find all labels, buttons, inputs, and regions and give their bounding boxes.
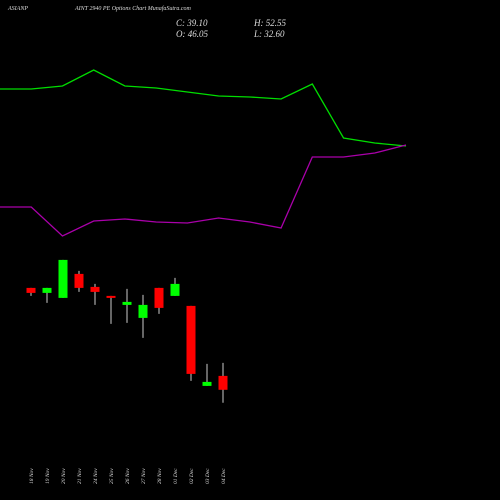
candle-body [218, 375, 228, 390]
x-tick-label: 01 Dec [173, 468, 179, 484]
high-label: H: 52.55 [253, 18, 286, 28]
x-tick-label: 04 Dec [220, 468, 227, 484]
candle-body [122, 301, 132, 305]
candle-body [42, 287, 52, 293]
x-tick-label: 03 Dec [205, 468, 211, 484]
x-tick-label: 20 Nov [61, 468, 67, 484]
close-label: C: 39.10 [176, 18, 208, 28]
candle-body [90, 286, 100, 292]
chart-title: AINT 2940 PE Options Chart MunafaSutra.c… [74, 5, 192, 12]
open-label: O: 46.05 [176, 29, 208, 39]
x-tick-label: 26 Nov [125, 468, 131, 484]
x-tick-label: 21 Nov [77, 468, 83, 484]
x-tick-label: 02 Dec [189, 468, 195, 484]
x-tick-label: 18 Nov [29, 468, 35, 484]
candle-body [154, 287, 164, 308]
indicator-line [0, 69, 407, 147]
low-label: L: 32.60 [253, 29, 285, 39]
indicator-line [0, 144, 407, 237]
candle-body [186, 305, 196, 374]
x-tick-label: 27 Nov [141, 468, 147, 484]
x-tick-label: 24 Nov [92, 468, 99, 484]
candle-body [106, 295, 116, 298]
x-tick-label: 19 Nov [45, 468, 51, 484]
candle-body [26, 287, 36, 293]
x-tick-label: 28 Nov [157, 468, 163, 484]
candle-body [58, 259, 68, 298]
symbol: ASIANP [7, 6, 28, 12]
x-tick-label: 25 Nov [109, 468, 115, 484]
candle-body [170, 283, 180, 296]
candle-body [202, 381, 212, 386]
candle-body [138, 304, 148, 318]
candle-body [74, 273, 84, 288]
